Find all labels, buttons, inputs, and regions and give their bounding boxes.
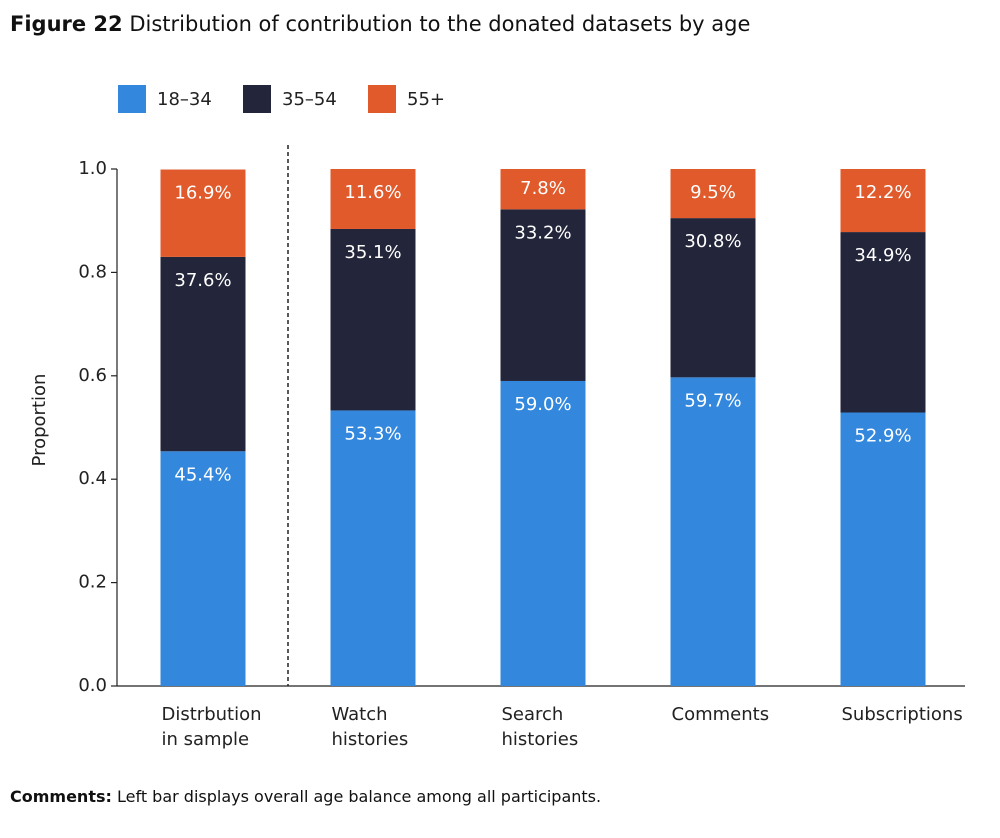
figure-label: Figure 22	[10, 12, 123, 36]
data-label: 30.8%	[684, 231, 741, 252]
y-tick-label: 0.4	[78, 468, 107, 489]
data-label: 45.4%	[174, 464, 231, 485]
bar-segment	[670, 218, 756, 378]
x-tick-label: Comments	[671, 704, 770, 725]
bar-segment	[500, 380, 586, 686]
bar-segment	[160, 256, 246, 452]
data-label: 12.2%	[854, 182, 911, 203]
data-label: 59.0%	[514, 394, 571, 415]
data-label: 35.1%	[344, 242, 401, 263]
bar-segment	[840, 232, 926, 413]
x-tick-label: Watch histories	[331, 704, 409, 750]
data-label: 52.9%	[854, 426, 911, 447]
data-label: 9.5%	[690, 182, 736, 203]
bar-segment	[670, 377, 756, 686]
bar-segment	[500, 209, 586, 381]
y-tick-label: 0.2	[78, 572, 107, 593]
y-tick-label: 1.0	[78, 158, 107, 179]
chart-title: Distribution of contribution to the dona…	[129, 12, 751, 36]
title-block: Figure 22 Distribution of contribution t…	[10, 12, 750, 36]
data-label: 7.8%	[520, 178, 566, 199]
x-tick-label: Search histories	[501, 704, 579, 750]
data-label: 11.6%	[344, 182, 401, 203]
comments-label: Comments:	[10, 787, 112, 806]
bar-segment	[330, 410, 416, 686]
data-label: 59.7%	[684, 390, 741, 411]
data-label: 37.6%	[174, 270, 231, 291]
data-label: 53.3%	[344, 423, 401, 444]
bar-segment	[840, 412, 926, 686]
legend-swatch	[118, 85, 146, 113]
y-axis-label: Proportion	[29, 374, 50, 467]
bar-segment	[330, 169, 416, 229]
y-tick-label: 0.0	[78, 675, 107, 696]
x-tick-label: Distrbution in sample	[161, 704, 262, 750]
data-label: 33.2%	[514, 222, 571, 243]
legend-swatch	[243, 85, 271, 113]
bar-segment	[330, 228, 416, 411]
legend-swatch	[368, 85, 396, 113]
data-label: 34.9%	[854, 245, 911, 266]
bar-segment	[670, 169, 756, 219]
comments-text: Left bar displays overall age balance am…	[116, 787, 602, 806]
y-tick-label: 0.8	[78, 261, 107, 282]
legend-label: 55+	[407, 89, 445, 110]
bar-segment	[840, 169, 926, 233]
data-label: 16.9%	[174, 183, 231, 204]
bar-segment	[500, 169, 586, 210]
bar-segment	[160, 451, 246, 686]
bar-segment	[160, 169, 246, 257]
legend-label: 18–34	[157, 89, 212, 110]
comments: Comments: Left bar displays overall age …	[10, 787, 601, 806]
legend-label: 35–54	[282, 89, 337, 110]
x-tick-label: Subscriptions	[841, 704, 963, 725]
y-tick-label: 0.6	[78, 365, 107, 386]
